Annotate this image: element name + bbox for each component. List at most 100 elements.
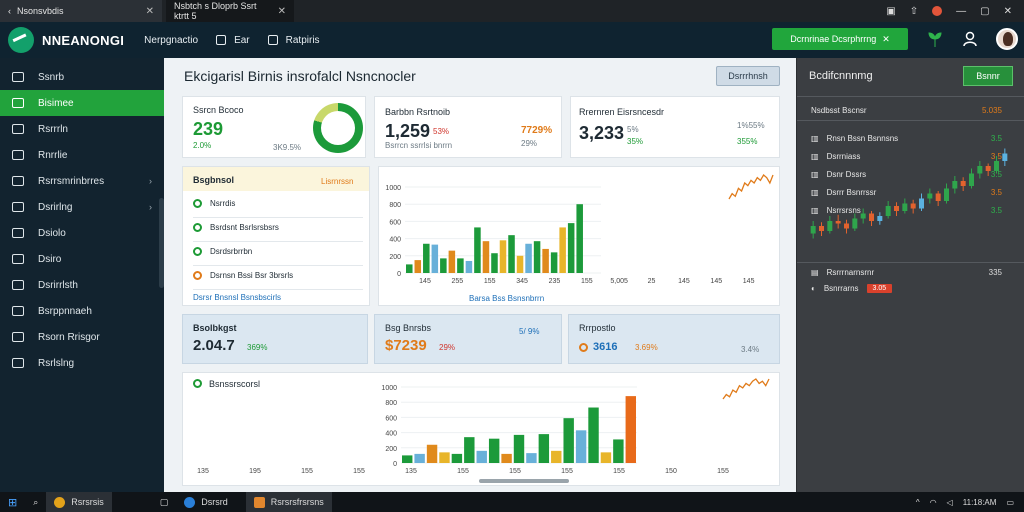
list-item[interactable]: Nsrrdis [193, 199, 235, 208]
avatar[interactable] [996, 28, 1018, 50]
chart-icon: ▥ [811, 206, 819, 215]
stat-sub: 3.69% [635, 343, 658, 352]
panel-row[interactable]: ▥ Dsrrr Bsnrrssr [811, 188, 876, 197]
list-item[interactable]: Dsrnsn Bssi Bsr 3brsrls [193, 271, 293, 280]
list-item[interactable]: Bsrdsnt Bsrlsrsbsrs [193, 223, 279, 232]
candle [835, 221, 841, 224]
back-icon[interactable]: ‹ [8, 6, 11, 16]
bar [516, 255, 524, 273]
sidebar-item[interactable]: Rsrrrln [0, 116, 164, 142]
list-item[interactable]: Dsrdsrbrrbn [193, 247, 252, 256]
sidebar-item[interactable]: Ssnrb [0, 64, 164, 90]
record-icon[interactable] [932, 6, 943, 16]
close-tab-icon[interactable]: ✕ [145, 5, 154, 17]
close-window-icon[interactable]: ✕ [1003, 5, 1012, 17]
x-tick-label: 155 [581, 278, 593, 285]
panel-row[interactable]: ▥ Dsnr Dssrs [811, 170, 866, 179]
sidebar-item[interactable]: Rsorn Rrisgor [0, 324, 164, 350]
nav-item-1[interactable]: Nerpgnactio [144, 34, 199, 46]
panel-row-label: Dsnr Dssrs [826, 170, 867, 179]
sidebar-item[interactable]: Dsiolo [0, 220, 164, 246]
list-card-footer[interactable]: Dsrsr Bnsnsl Bsnsbscirls [193, 293, 282, 302]
candle [885, 206, 891, 216]
plant-icon[interactable] [926, 30, 944, 48]
sidebar-item[interactable]: Dsiro [0, 246, 164, 272]
user-icon[interactable] [962, 31, 978, 47]
panel-action-button[interactable]: Bsnnr [963, 66, 1013, 86]
refresh-icon [12, 306, 24, 316]
panel-row-value: 3.5 [990, 206, 1002, 215]
panel-row-value: 3.5 [990, 134, 1002, 143]
panel-bottom-row: ◐ Bsnrrarns 3.05 [811, 284, 893, 293]
browser-tab-2[interactable]: Nsbtch s Dloprb Ssrt ktrtt 5 ✕ [166, 0, 294, 22]
chart-header: Bsnssrscorsl [209, 379, 261, 389]
start-button[interactable]: ⊞ [0, 492, 25, 512]
activity-list-card: Bsgbnsol Lisrnrssn Nsrrdis Bsrdsnt Bsrlsr… [182, 166, 370, 306]
windows-icon: ⊞ [8, 496, 18, 509]
candle [969, 173, 974, 186]
wifi-icon[interactable]: ◠ [929, 497, 937, 507]
y-tick-label: 1000 [385, 185, 401, 192]
clock-icon [12, 124, 24, 134]
candle [894, 206, 899, 211]
divider [797, 262, 1024, 263]
stat-sub: 29% [439, 343, 456, 352]
divider [797, 120, 1024, 121]
sidebar-item[interactable]: Dsrirrlsth [0, 272, 164, 298]
maximize-icon[interactable]: ▢ [980, 5, 990, 17]
chevron-up-icon[interactable]: ^ [915, 497, 920, 507]
search-button[interactable]: ⌕ [25, 492, 46, 512]
bar [448, 250, 456, 273]
bar [431, 244, 439, 273]
sidebar-item[interactable]: Rsrrsmrinbrres › [0, 168, 164, 194]
doc-icon: ▤ [811, 268, 819, 277]
close-tab-icon[interactable]: ✕ [277, 5, 286, 17]
x-tick-label: 145 [419, 278, 431, 285]
bar [465, 260, 473, 273]
sidebar-item-label: Dsiolo [38, 227, 66, 239]
panel-row[interactable]: ▥ Nsrrsrsns [811, 206, 861, 215]
candle [927, 193, 933, 199]
bar [488, 438, 500, 463]
sidebar-item[interactable]: Bsrppnnaeh [0, 298, 164, 324]
bar [402, 455, 413, 463]
top-action-button[interactable]: Dsrrrhnsh [716, 66, 780, 86]
primary-cta-button[interactable]: Dcrnrinae Dcsrphrrng ✕ [772, 28, 908, 50]
sidebar-scrollbar[interactable] [159, 198, 164, 288]
horizontal-scrollbar[interactable] [479, 479, 569, 483]
bar-chart-2: 1000 800 600 400 200 0 135 195 155 155 135 155 155 15… [197, 378, 770, 475]
list-card-title: Bsgbnsol [193, 175, 235, 185]
sidebar-item[interactable]: Bisimee [0, 90, 164, 116]
taskbar-item-1[interactable]: Rsrsrsis [46, 492, 112, 512]
browser-tab-1[interactable]: ‹ Nsonsvbdis ✕ [0, 0, 162, 22]
x-tick-label: 5,005 [610, 278, 628, 285]
clock[interactable]: 11:18:AM [962, 497, 997, 507]
sidebar-item[interactable]: Rnrrlie [0, 142, 164, 168]
folder-icon [12, 176, 24, 186]
x-tick-label: 255 [452, 278, 464, 285]
notification-icon[interactable]: ▭ [1006, 497, 1014, 507]
window-controls: ▣ ⇧ — ▢ ✕ [886, 6, 1024, 17]
lock-icon[interactable]: ▣ [886, 5, 896, 17]
main-content: Ekcigarisl Birnis insrofalcl Nsncnocler … [172, 58, 790, 492]
chart-icon: ▥ [811, 134, 819, 143]
taskbar-item-2[interactable]: Dsrsrd [176, 492, 236, 512]
window-icon: ▢ [159, 496, 169, 507]
taskbar-item-task-view[interactable]: ▢ [152, 492, 177, 512]
share-icon[interactable]: ⇧ [909, 5, 919, 17]
list-card-header [183, 167, 369, 191]
nav-item-2[interactable]: Ear [216, 35, 250, 46]
panel-row[interactable]: ▥ Dsrrniass [811, 152, 860, 161]
stat-label: Bsolbkgst [193, 323, 237, 333]
x-tick-label: 135 [405, 468, 417, 475]
nav-item-3[interactable]: Ratpiris [267, 35, 320, 46]
sidebar-item[interactable]: Rsrlslng [0, 350, 164, 376]
candle [935, 193, 941, 201]
sidebar-item[interactable]: Dsrirlng › [0, 194, 164, 220]
kpi-value: 3,233 [579, 123, 625, 143]
stat-right: 3.4% [741, 345, 760, 354]
minimize-icon[interactable]: — [956, 5, 967, 17]
panel-row[interactable]: ▥ Rnsn Bssn Bsnnsns [811, 134, 898, 143]
taskbar-item-3[interactable]: Rsrsrsfrsrsns [245, 492, 332, 512]
volume-icon[interactable]: ◁ [946, 497, 953, 507]
